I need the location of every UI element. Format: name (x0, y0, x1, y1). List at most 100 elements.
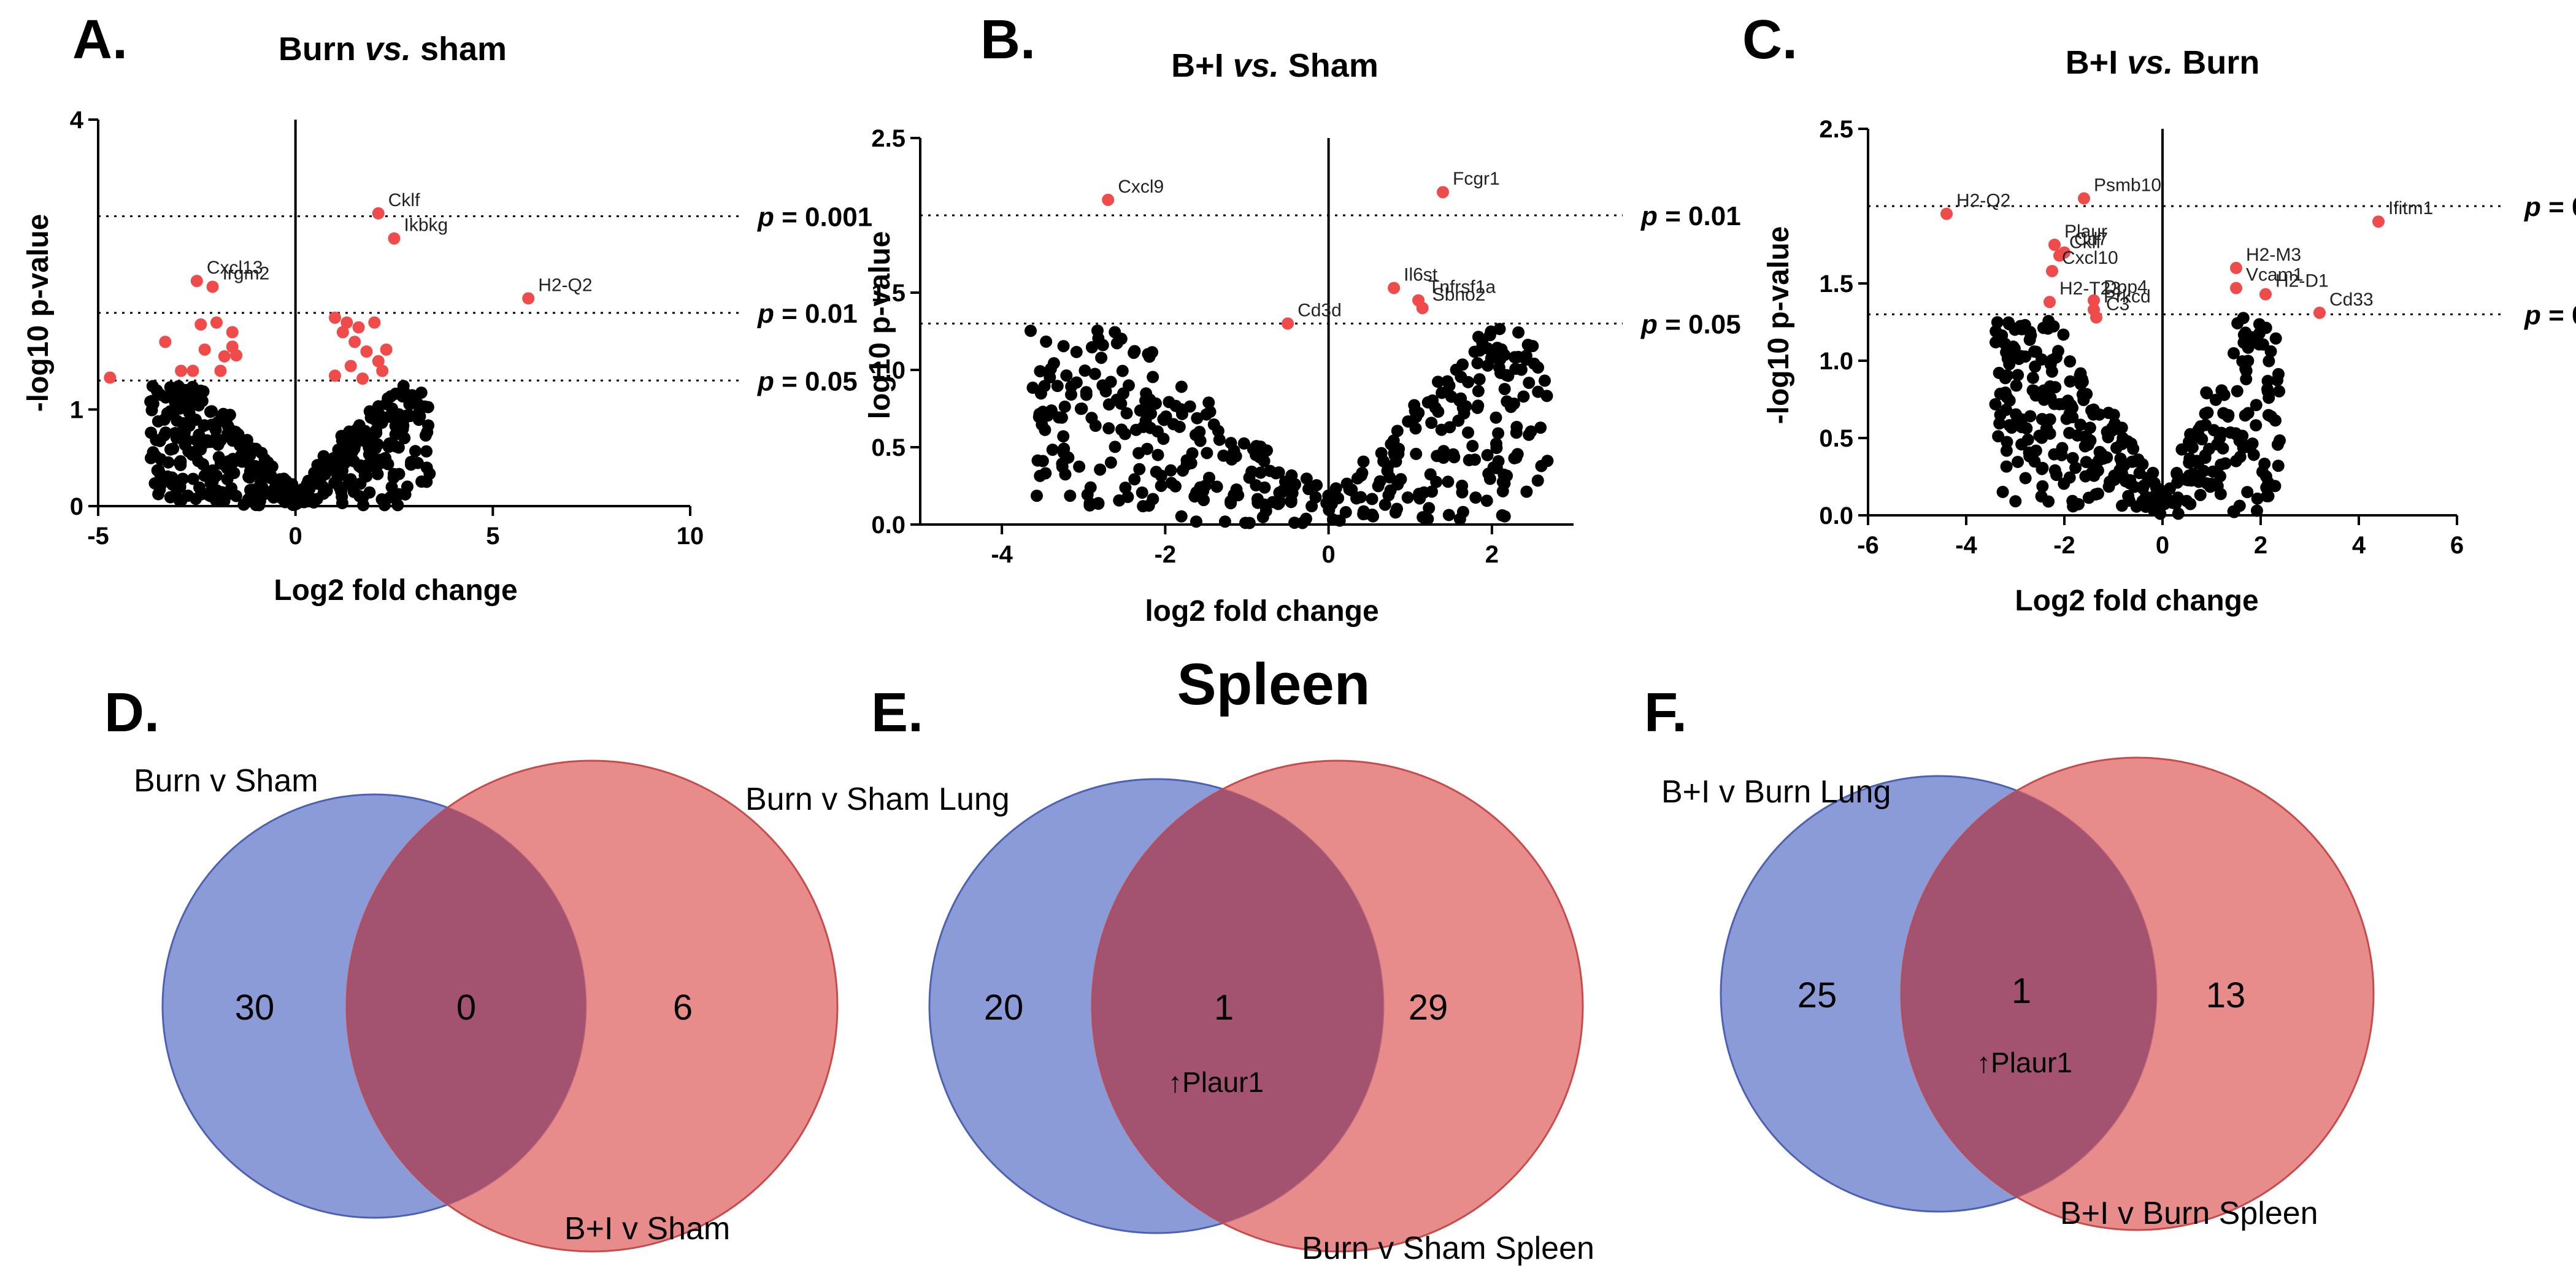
ns-point (383, 437, 396, 450)
ns-point (1498, 477, 1511, 490)
sig-point (206, 280, 219, 293)
ns-point (1149, 397, 1162, 410)
ns-point (2214, 488, 2227, 501)
ns-point (2071, 429, 2084, 442)
ns-point (2142, 472, 2155, 485)
venn-e-left-count: 20 (984, 988, 1024, 1028)
panel-letter-a: A. (72, 9, 128, 71)
ns-point (2269, 414, 2282, 427)
ns-point (217, 407, 230, 420)
ns-point (415, 386, 428, 399)
ns-point (1250, 448, 1263, 461)
ns-point (1204, 406, 1217, 418)
sig-point (2259, 288, 2272, 301)
ns-point (1524, 425, 1537, 438)
ns-point (1431, 450, 1444, 463)
ns-point (1430, 475, 1443, 488)
ns-point (2122, 490, 2135, 502)
venn-f-overlap (1901, 790, 2156, 1198)
ns-point (1164, 464, 1177, 477)
panel-letter-d: D. (104, 682, 160, 744)
x-tick-label: 0 (289, 523, 302, 550)
ns-point (1526, 340, 1539, 353)
gene-label: Cklf (388, 190, 420, 210)
ns-point (1357, 508, 1370, 521)
ns-point (167, 442, 180, 455)
ns-point (2269, 332, 2282, 345)
ns-point (1193, 425, 1206, 438)
ns-point (1515, 363, 1528, 376)
ns-point (2000, 460, 2013, 473)
x-tick-label: -2 (2053, 532, 2075, 559)
ns-point (152, 464, 165, 477)
ns-point (1225, 437, 1237, 450)
x-tick-label: 2 (2254, 532, 2267, 559)
ns-point (1057, 447, 1070, 459)
ns-point (1500, 369, 1513, 382)
gene-label: Cxcl13 (207, 258, 263, 278)
venn-e: E. Burn v Sham Lung Burn v Sham Spleen 20 1 2… (745, 682, 1594, 1266)
ns-point (2060, 412, 2073, 425)
ns-point (1213, 433, 1226, 446)
ns-point (1092, 498, 1105, 510)
venn-f-right-label: B+I v Burn Spleen (2060, 1196, 2318, 1231)
ns-point (2107, 409, 2120, 421)
sig-point (380, 343, 393, 356)
ns-point (2015, 413, 2028, 426)
ns-point (2036, 413, 2048, 426)
ns-point (2185, 440, 2198, 453)
gene-label: H2-D1 (2275, 271, 2329, 291)
ns-point (2246, 333, 2259, 345)
ns-point (1473, 344, 1486, 357)
ns-point (242, 471, 255, 483)
plot-area-c: -6 -4 -2 0 2 4 6 0.0 0.5 1.0 1.5 2.5 p = 0.01 p = 0.0… (1819, 116, 2576, 559)
ns-point (2064, 355, 2077, 368)
y-tick-label: 0 (70, 493, 83, 520)
threshold-label: p = 0.01 (757, 299, 858, 329)
sig-point (1437, 186, 1449, 199)
gene-label: Cklf (2069, 233, 2101, 253)
ns-point (1538, 374, 1551, 387)
gene-label: Tnfrsf1a (1428, 277, 1496, 298)
ns-point (2019, 472, 2032, 485)
ns-point (2204, 478, 2217, 491)
ns-point (1300, 472, 1313, 485)
ns-point (2224, 426, 2237, 439)
sig-point (194, 318, 207, 331)
threshold-label: p = 0.001 (757, 202, 872, 233)
gene-label: Ikbkg (404, 215, 448, 236)
ns-point (1409, 422, 1422, 435)
ns-point (1993, 417, 2006, 430)
sig-point (1388, 282, 1401, 294)
gene-label: Dpp4 (2104, 277, 2148, 298)
sig-point (348, 336, 361, 348)
ns-point (2040, 422, 2053, 435)
ns-point (172, 380, 185, 393)
ns-point (1158, 413, 1171, 426)
ns-point (2047, 320, 2060, 333)
ns-point (1081, 488, 1094, 501)
ns-point (2066, 452, 2079, 464)
ns-point (2274, 434, 2286, 447)
ns-point (384, 390, 397, 403)
ns-point (1272, 466, 1285, 479)
ns-point (1060, 369, 1073, 382)
ns-point (1273, 495, 1286, 508)
ns-point (1201, 447, 1213, 459)
x-tick-label: 5 (486, 523, 499, 550)
y-tick-label: 1.5 (871, 280, 905, 307)
threshold-label: p = 0.05 (2524, 300, 2576, 330)
ns-point (2077, 394, 2090, 407)
sig-point (190, 275, 203, 288)
ns-point (1285, 496, 1298, 509)
ns-point (2044, 391, 2057, 404)
ns-point (2215, 384, 2228, 397)
ns-point (1421, 396, 1434, 409)
ns-point (1275, 485, 1288, 498)
ns-point (2273, 385, 2286, 398)
gene-label: Ifitm1 (2388, 198, 2433, 218)
gene-label: Vcam1 (2246, 265, 2303, 285)
ns-point (1996, 485, 2009, 498)
sig-point (214, 364, 227, 377)
ns-point (1036, 406, 1049, 418)
